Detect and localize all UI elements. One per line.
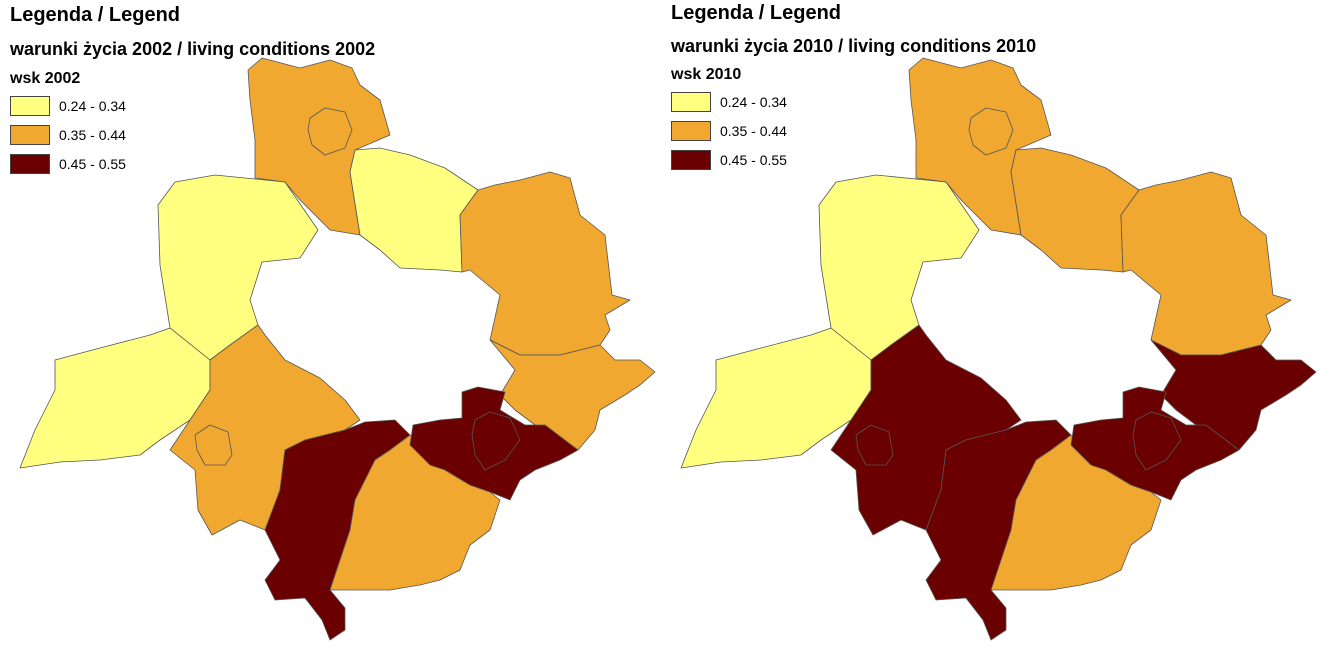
- legend-range-medium: 0.35 - 0.44: [720, 123, 787, 139]
- legend-range-low: 0.24 - 0.34: [720, 94, 787, 110]
- legend-swatch-low: [671, 92, 711, 112]
- legend-swatch-high: [671, 150, 711, 170]
- district-south-east: [1070, 386, 1240, 501]
- district-north-west: [818, 174, 980, 361]
- district-south-east: [409, 386, 579, 501]
- index-label: wsk 2010: [671, 66, 742, 83]
- enclave-north: [307, 107, 353, 156]
- map-panel-2002: Legenda / Legend warunki życia 2002 / li…: [10, 4, 656, 641]
- legend-heading: Legenda / Legend: [671, 2, 842, 24]
- district-west: [680, 327, 872, 469]
- legend-range-low: 0.24 - 0.34: [59, 98, 126, 114]
- legend-swatch-medium: [671, 121, 711, 141]
- enclave-south-west: [194, 424, 233, 466]
- district-north-east: [459, 171, 631, 356]
- map-title: warunki życia 2010 / living conditions 2…: [671, 36, 1037, 56]
- choropleth-map-2002: [19, 57, 656, 641]
- legend-range-high: 0.45 - 0.55: [59, 156, 126, 172]
- district-east: [489, 339, 656, 451]
- district-north-center: [1010, 147, 1140, 273]
- map-title: warunki życia 2002 / living conditions 2…: [10, 39, 376, 59]
- map-panel-2010: Legenda / Legend warunki życia 2010 / li…: [661, 0, 1322, 648]
- district-south-center: [925, 419, 1072, 641]
- enclave-south-west: [855, 424, 894, 466]
- district-north-center: [349, 147, 479, 273]
- district-east: [1150, 339, 1317, 451]
- legend-range-high: 0.45 - 0.55: [720, 152, 787, 168]
- legend-heading: Legenda / Legend: [10, 4, 181, 26]
- district-north-west: [157, 174, 319, 361]
- legend-swatch-high: [10, 154, 50, 174]
- district-south-center: [264, 419, 411, 641]
- choropleth-map-2010: [680, 57, 1317, 641]
- enclave-south-east: [1132, 411, 1182, 471]
- legend-swatch-low: [10, 96, 50, 116]
- enclave-north: [968, 107, 1014, 156]
- district-west: [19, 327, 211, 469]
- legend-range-medium: 0.35 - 0.44: [59, 127, 126, 143]
- district-north-east: [1120, 171, 1292, 356]
- index-label: wsk 2002: [10, 70, 81, 87]
- enclave-south-east: [471, 411, 521, 471]
- legend-swatch-medium: [10, 125, 50, 145]
